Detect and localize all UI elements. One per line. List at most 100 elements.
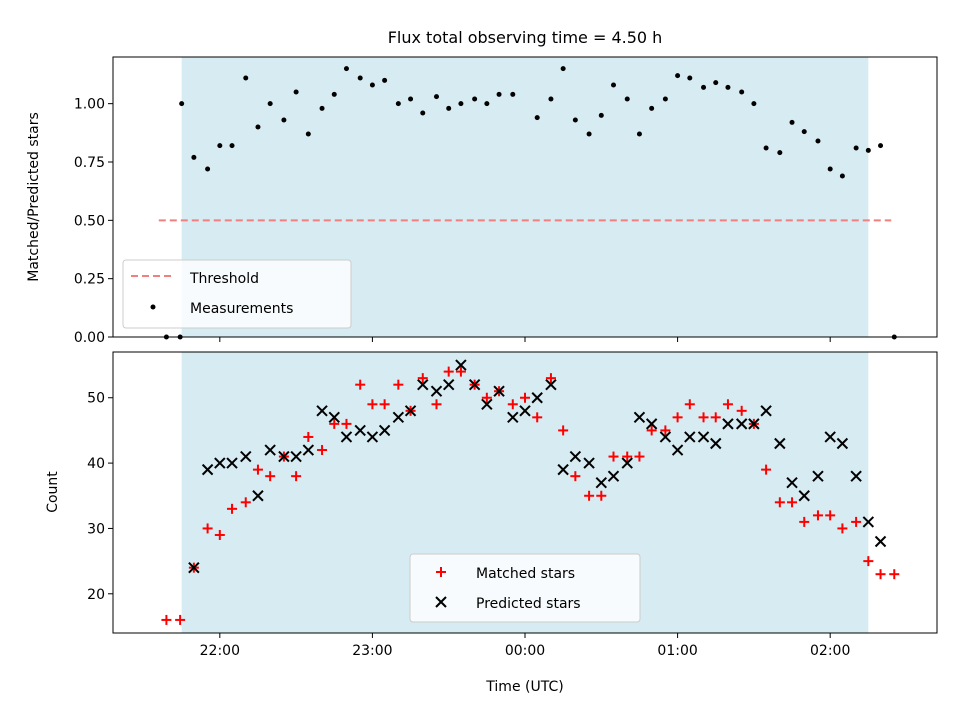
- measurement-point: [598, 112, 604, 118]
- matched-star-point: [443, 366, 454, 377]
- measurement-point: [331, 91, 337, 97]
- matched-star-point: [825, 510, 836, 521]
- measurement-point: [725, 84, 731, 90]
- measurement-point: [357, 75, 363, 81]
- y-tick-label: 0.75: [74, 155, 105, 171]
- predicted-star-point: [836, 437, 849, 450]
- measurement-point: [281, 117, 287, 123]
- measurement-point: [191, 154, 197, 160]
- predicted-star-point: [442, 378, 455, 391]
- predicted-star-point: [569, 450, 582, 463]
- matched-star-point: [355, 379, 366, 390]
- measurement-point: [713, 80, 719, 86]
- measurement-point: [649, 105, 655, 111]
- bottom-legend: Matched stars Predicted stars: [409, 553, 641, 623]
- measurement-point: [572, 117, 578, 123]
- flux-ratio-panel: 0.00 0.25 0.50 0.75 1.00 Matched/Predicted s…: [26, 56, 938, 346]
- matched-star-point: [710, 412, 721, 423]
- y-tick-label: 0.50: [74, 213, 105, 229]
- legend-predicted-label: Predicted stars: [476, 596, 581, 612]
- predicted-star-point: [684, 431, 696, 443]
- measurement-point: [369, 82, 375, 88]
- measurement-point: [382, 77, 388, 83]
- measurement-point: [217, 143, 223, 149]
- measurement-point: [395, 101, 401, 107]
- predicted-star-point: [645, 418, 658, 430]
- measurement-point: [801, 129, 807, 135]
- predicted-star-point: [302, 444, 315, 456]
- predicted-star-point: [354, 424, 366, 437]
- legend-matched-swatch: [436, 567, 446, 577]
- measurement-point: [255, 124, 261, 130]
- measurement-point: [343, 66, 349, 72]
- matched-star-point: [252, 464, 263, 475]
- x-tick-label: 23:00: [352, 643, 392, 659]
- matched-star-point: [227, 503, 238, 514]
- matched-star-point: [240, 497, 251, 508]
- matched-star-point: [291, 471, 302, 482]
- matched-star-point: [393, 379, 404, 390]
- matched-star-point: [596, 490, 607, 501]
- predicted-star-point: [824, 431, 836, 443]
- x-tick-label: 00:00: [505, 643, 545, 659]
- predicted-star-point: [697, 431, 710, 443]
- matched-star-point: [622, 451, 633, 462]
- matched-star-point: [455, 366, 466, 377]
- predicted-star-point: [607, 470, 620, 482]
- measurement-point: [624, 96, 630, 102]
- matched-star-point: [341, 418, 352, 429]
- predicted-star-point: [786, 476, 798, 489]
- matched-star-point: [672, 412, 683, 423]
- x-tick-label: 22:00: [200, 643, 240, 659]
- predicted-star-point: [316, 405, 328, 417]
- matched-star-point: [698, 412, 709, 423]
- matched-star-point: [863, 556, 874, 567]
- matched-star-point: [520, 392, 530, 403]
- predicted-star-point: [290, 450, 302, 463]
- matched-star-point: [175, 614, 186, 625]
- matched-star-point: [379, 399, 390, 410]
- measurement-point: [839, 173, 845, 179]
- matched-star-point: [837, 523, 848, 534]
- predicted-star-point: [240, 450, 252, 463]
- matched-star-point: [317, 445, 328, 456]
- predicted-star-point: [378, 424, 391, 437]
- matched-star-point: [431, 399, 442, 410]
- predicted-star-point: [862, 516, 875, 528]
- predicted-star-point: [545, 378, 557, 391]
- predicted-star-point: [633, 411, 646, 424]
- measurement-point: [611, 82, 617, 88]
- measurement-point: [458, 101, 464, 107]
- predicted-star-point: [188, 561, 200, 574]
- y-tick-label: 0.25: [74, 272, 105, 288]
- predicted-star-point: [417, 378, 429, 391]
- matched-star-point: [417, 373, 428, 384]
- measurement-point: [319, 105, 325, 111]
- predicted-star-point: [874, 535, 887, 548]
- measurement-point: [548, 96, 554, 102]
- predicted-star-point: [481, 398, 493, 410]
- matched-star-point: [761, 464, 772, 475]
- measurement-point: [878, 143, 884, 149]
- measurement-point: [763, 145, 769, 151]
- predicted-star-point: [735, 418, 748, 430]
- predicted-star-point: [252, 490, 264, 502]
- bottom-y-axis-label: Count: [45, 471, 61, 513]
- measurement-point: [420, 110, 426, 116]
- legend-measurements-swatch: [150, 304, 156, 310]
- measurement-point: [701, 84, 707, 90]
- predicted-star-point: [455, 359, 467, 371]
- legend-threshold-label: Threshold: [189, 271, 259, 287]
- measurement-point: [433, 94, 439, 100]
- legend-predicted-swatch: [435, 596, 447, 608]
- matched-star-point: [570, 471, 581, 482]
- measurement-point: [853, 145, 859, 151]
- predicted-star-point: [278, 450, 290, 463]
- matched-star-point: [787, 497, 798, 508]
- matched-star-point: [545, 373, 556, 384]
- measurement-point: [636, 131, 642, 137]
- predicted-star-point: [850, 470, 862, 482]
- matched-star-point: [303, 431, 314, 442]
- measurement-point: [205, 166, 211, 172]
